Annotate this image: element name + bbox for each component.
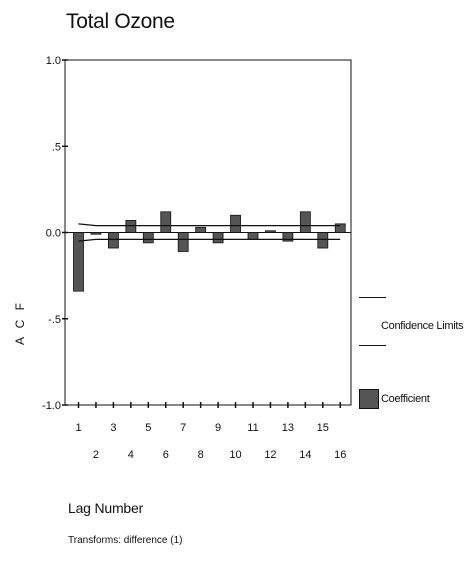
y-tick-label: -1.0 xyxy=(42,400,61,412)
x-tick-label: 8 xyxy=(198,449,204,461)
y-tick-label: 1.0 xyxy=(46,55,61,67)
acf-bar xyxy=(108,232,119,249)
acf-bar xyxy=(299,211,311,233)
x-tick-label: 4 xyxy=(128,449,134,461)
y-axis-label: A C F xyxy=(13,299,27,345)
x-tick-label: 15 xyxy=(317,422,329,434)
acf-bar xyxy=(247,232,259,240)
acf-bar xyxy=(265,230,276,233)
x-tick-label: 7 xyxy=(180,422,186,434)
y-tick-label: .5 xyxy=(52,141,61,153)
acf-bar xyxy=(334,223,346,233)
acf-bar xyxy=(90,232,102,235)
x-tick-label: 12 xyxy=(264,449,276,461)
acf-bar xyxy=(177,232,189,252)
acf-bar xyxy=(142,232,154,244)
acf-bar xyxy=(125,220,137,233)
y-tick-label: -.5 xyxy=(48,314,61,326)
x-tick-label: 11 xyxy=(247,422,258,434)
x-tick-label: 5 xyxy=(145,422,151,434)
x-tick-label: 3 xyxy=(110,422,116,434)
legend-upper-limit-line xyxy=(359,297,386,298)
acf-bar xyxy=(317,232,329,249)
chart-title: Total Ozone xyxy=(66,10,175,33)
x-tick-label: 6 xyxy=(163,449,169,461)
lower-confidence-limit xyxy=(78,238,341,242)
x-tick-label: 16 xyxy=(334,449,346,461)
x-tick-label: 1 xyxy=(75,422,81,434)
acf-bar xyxy=(195,226,207,233)
legend-confidence-limits-label: Confidence Limits xyxy=(381,320,464,332)
legend-lower-limit-line xyxy=(359,345,386,346)
transform-note: Transforms: difference (1) xyxy=(68,535,183,546)
x-tick-label: 13 xyxy=(282,422,294,434)
x-tick-label: 9 xyxy=(215,422,221,434)
acf-bar xyxy=(212,232,224,244)
y-tick-label: 0.0 xyxy=(46,228,61,240)
acf-bar xyxy=(73,232,84,292)
acf-bar xyxy=(282,232,294,242)
acf-bar xyxy=(230,214,241,233)
x-axis-label: Lag Number xyxy=(68,500,144,516)
legend-coefficient-swatch xyxy=(359,389,379,409)
x-tick-label: 2 xyxy=(93,449,99,461)
legend-coefficient-label: Coefficient xyxy=(381,393,430,405)
x-tick-label: 14 xyxy=(299,449,311,461)
acf-bar xyxy=(160,211,172,233)
x-tick-label: 10 xyxy=(229,449,241,461)
upper-confidence-limit xyxy=(78,223,341,227)
